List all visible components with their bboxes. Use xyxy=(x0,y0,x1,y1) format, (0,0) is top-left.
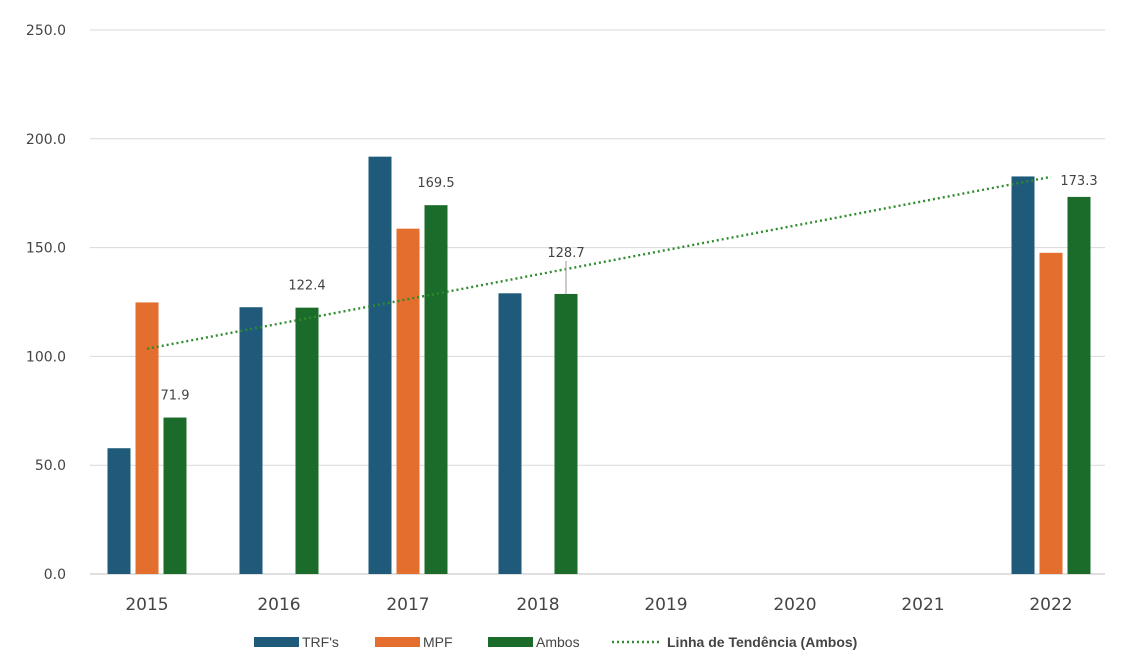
legend-mpf-swatch xyxy=(375,637,420,647)
x-tick-label: 2015 xyxy=(125,595,168,615)
data-label: 173.3 xyxy=(1060,174,1097,189)
bar-mpf xyxy=(1039,252,1063,575)
bar-ambos xyxy=(1067,196,1091,574)
y-tick-label: 200.0 xyxy=(26,132,66,148)
bar-mpf xyxy=(396,228,420,574)
x-tick-label: 2017 xyxy=(386,595,429,615)
data-label: 169.5 xyxy=(417,176,454,191)
x-tick-label: 2020 xyxy=(773,595,816,615)
data-label: 128.7 xyxy=(547,246,584,261)
bar-ambos xyxy=(163,417,187,574)
bar-ambos xyxy=(424,205,448,574)
x-tick-label: 2016 xyxy=(257,595,300,615)
legend-trfs-swatch xyxy=(254,637,299,647)
bar-ambos xyxy=(554,293,578,574)
x-tick-label: 2019 xyxy=(644,595,687,615)
bar-trfs xyxy=(239,307,263,574)
bar-trfs xyxy=(498,293,522,574)
y-tick-label: 100.0 xyxy=(26,349,66,365)
data-label: 71.9 xyxy=(161,389,190,404)
y-tick-label: 150.0 xyxy=(26,241,66,257)
trendline xyxy=(146,175,1052,350)
y-tick-label: 50.0 xyxy=(35,458,66,474)
x-tick-label: 2018 xyxy=(516,595,559,615)
bar-trfs xyxy=(107,448,131,574)
y-tick-label: 250.0 xyxy=(26,23,66,39)
legend-ambos-swatch xyxy=(488,637,533,647)
y-tick-label: 0.0 xyxy=(44,567,66,583)
x-tick-label: 2022 xyxy=(1029,595,1072,615)
x-tick-label: 2021 xyxy=(901,595,944,615)
data-label: 122.4 xyxy=(288,279,325,294)
bar-trfs xyxy=(1011,176,1035,574)
legend-trendline-label: Linha de Tendência (Ambos) xyxy=(667,634,857,650)
legend-mpf-label: MPF xyxy=(423,634,453,650)
bar-ambos xyxy=(295,307,319,574)
bar-mpf xyxy=(135,302,159,574)
legend-trfs-label: TRF's xyxy=(302,634,339,650)
legend-ambos-label: Ambos xyxy=(536,634,580,650)
bar-trfs xyxy=(368,156,392,575)
